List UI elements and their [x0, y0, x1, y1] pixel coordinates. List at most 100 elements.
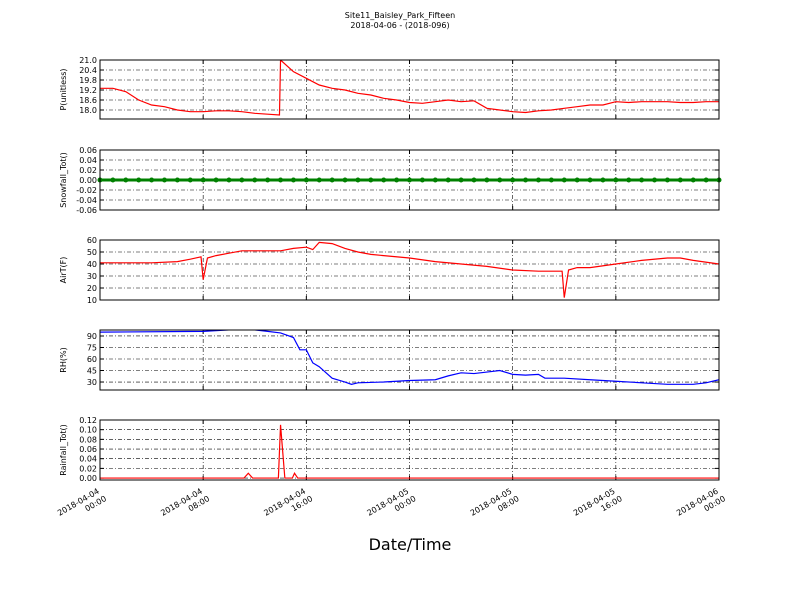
- data-point: [510, 177, 516, 183]
- data-point: [484, 177, 490, 183]
- data-point: [613, 177, 619, 183]
- data-point: [239, 177, 245, 183]
- data-point: [226, 177, 232, 183]
- data-point: [381, 177, 387, 183]
- y-tick-label: 0.02: [79, 166, 97, 175]
- y-tick-label: 30: [87, 272, 97, 281]
- plot-frame: [99, 59, 720, 120]
- plot-frame: [99, 149, 720, 211]
- y-tick-label: 18.0: [79, 106, 97, 115]
- x-tick-label: 2018-04-04 08:00: [159, 485, 211, 526]
- data-point: [265, 177, 271, 183]
- data-point: [626, 177, 632, 183]
- data-point: [535, 177, 541, 183]
- y-tick-label: 90: [87, 332, 97, 341]
- y-tick-label: 20.4: [79, 66, 97, 75]
- data-point: [407, 177, 412, 183]
- y-tick-label: 19.2: [79, 86, 97, 95]
- data-point: [703, 177, 709, 183]
- data-point: [432, 177, 438, 183]
- y-axis-label: AirT(F): [59, 257, 68, 284]
- y-axis-label: Rainfall_Tot(): [59, 424, 68, 476]
- y-axis-label: P(unitless): [59, 68, 68, 110]
- data-point: [368, 177, 374, 183]
- y-tick-label: 60: [87, 236, 97, 245]
- data-point: [329, 177, 335, 183]
- y-axis-label: Snowfall_Tot(): [59, 152, 68, 208]
- data-point: [523, 177, 529, 183]
- x-tick-label: 2018-04-05 16:00: [572, 485, 624, 526]
- data-point: [149, 177, 155, 183]
- y-tick-label: 20: [87, 284, 97, 293]
- data-point: [690, 177, 696, 183]
- x-tick-label: 2018-04-04 16:00: [262, 485, 314, 526]
- plot-frame: [99, 329, 720, 391]
- x-tick-label: 2018-04-05 08:00: [469, 485, 521, 526]
- data-point: [445, 177, 451, 183]
- data-point: [316, 177, 322, 183]
- y-tick-label: 40: [87, 260, 97, 269]
- data-point: [290, 177, 296, 183]
- y-tick-label: -0.04: [76, 196, 97, 205]
- data-line: [100, 60, 719, 116]
- y-tick-label: 60: [87, 355, 97, 364]
- data-point: [548, 177, 554, 183]
- y-axis-label: RH(%): [59, 347, 68, 372]
- data-point: [355, 177, 361, 183]
- data-point: [187, 177, 193, 183]
- data-point: [471, 177, 477, 183]
- y-tick-label: 0.02: [79, 464, 97, 473]
- x-axis-label: Date/Time: [369, 535, 452, 554]
- data-point: [561, 177, 567, 183]
- data-point: [574, 177, 580, 183]
- y-tick-label: 21.0: [79, 56, 97, 65]
- data-point: [458, 177, 464, 183]
- data-point: [394, 177, 400, 183]
- data-point: [652, 177, 658, 183]
- y-tick-label: 0.06: [79, 445, 97, 454]
- y-tick-label: 0.00: [79, 474, 97, 483]
- plot-frame: [99, 239, 720, 301]
- y-tick-label: 0.08: [79, 435, 97, 444]
- data-point: [639, 177, 645, 183]
- y-tick-label: 0.10: [79, 426, 97, 435]
- y-tick-label: 0.04: [79, 156, 97, 165]
- data-point: [600, 177, 606, 183]
- chart-subtitle: 2018-04-06 - (2018-096): [350, 21, 449, 30]
- y-tick-label: -0.06: [76, 206, 97, 215]
- y-tick-label: 0.04: [79, 455, 97, 464]
- data-point: [664, 177, 670, 183]
- x-tick-label: 2018-04-06 00:00: [675, 485, 727, 526]
- y-tick-label: 10: [87, 296, 97, 305]
- data-line: [100, 330, 719, 385]
- data-point: [342, 177, 348, 183]
- chart-title: Site11_Baisley_Park_Fifteen: [345, 11, 455, 20]
- y-tick-label: 0.00: [79, 176, 97, 185]
- x-tick-label: 2018-04-04 00:00: [56, 485, 108, 526]
- data-point: [110, 177, 116, 183]
- data-point: [278, 177, 284, 183]
- data-point: [200, 177, 206, 183]
- data-point: [161, 177, 167, 183]
- y-tick-label: 75: [87, 343, 97, 352]
- data-point: [136, 177, 142, 183]
- data-point: [677, 177, 683, 183]
- data-point: [419, 177, 425, 183]
- data-point: [497, 177, 503, 183]
- y-tick-label: 45: [87, 367, 97, 376]
- data-line: [100, 424, 719, 479]
- data-point: [213, 177, 219, 183]
- y-tick-label: 0.06: [79, 146, 97, 155]
- plot-frame: [99, 419, 720, 481]
- data-point: [252, 177, 258, 183]
- data-point: [303, 177, 309, 183]
- y-tick-label: -0.02: [76, 186, 97, 195]
- y-tick-label: 50: [87, 248, 97, 257]
- y-tick-label: 30: [87, 378, 97, 387]
- data-point: [123, 177, 129, 183]
- data-point: [587, 177, 593, 183]
- y-tick-label: 19.8: [79, 76, 97, 85]
- data-point: [174, 177, 180, 183]
- x-tick-label: 2018-04-05 00:00: [366, 485, 418, 526]
